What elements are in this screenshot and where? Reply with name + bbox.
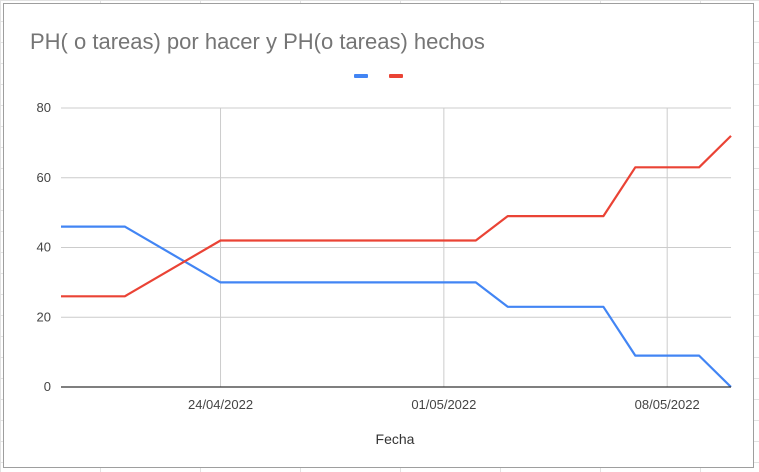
x-tick-label: 08/05/2022: [635, 397, 700, 412]
x-tick-label: 01/05/2022: [411, 397, 476, 412]
y-axis-ticks: 0 20 40 60 80: [37, 100, 51, 394]
y-tick-label: 40: [37, 240, 51, 255]
series-line-1: [61, 225, 732, 388]
y-tick-label: 0: [44, 379, 51, 394]
series-lines: [61, 135, 732, 388]
x-gridlines: [220, 108, 668, 387]
y-tick-label: 60: [37, 170, 51, 185]
legend-swatch-2: [389, 74, 403, 78]
x-tick-label: 24/04/2022: [188, 397, 253, 412]
chart-title: PH( o tareas) por hacer y PH(o tareas) h…: [30, 29, 485, 54]
legend-swatch-1: [354, 74, 368, 78]
y-gridlines: [61, 107, 731, 318]
x-axis-title: Fecha: [376, 431, 415, 447]
legend: [354, 74, 403, 78]
y-tick-label: 20: [37, 309, 51, 324]
chart-container[interactable]: PH( o tareas) por hacer y PH(o tareas) h…: [3, 3, 754, 468]
y-tick-label: 80: [37, 100, 51, 115]
series-line-2: [61, 135, 732, 298]
x-axis-ticks: 24/04/2022 01/05/2022 08/05/2022: [188, 397, 700, 412]
